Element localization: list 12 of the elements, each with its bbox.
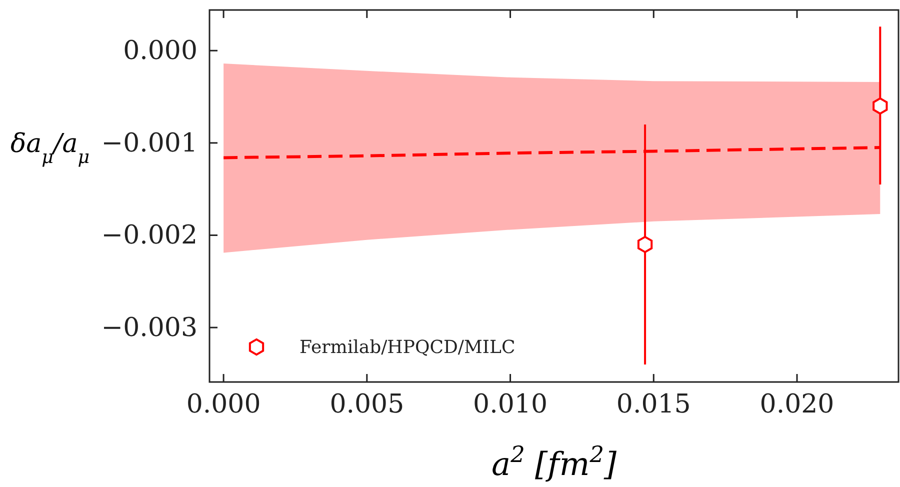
x-tick-label: 0.000	[186, 389, 261, 420]
legend-label: Fermilab/HPQCD/MILC	[300, 337, 516, 358]
y-axis-title: δa$_{μ}$/a$_{μ}$	[10, 129, 90, 168]
y-tick-label: 0.000	[123, 36, 198, 66]
x-tick-label: 0.020	[760, 389, 834, 420]
x-tick-label: 0.015	[616, 389, 691, 420]
x-axis-title: a$^{2}$ [fm$^{2}$]	[492, 442, 617, 483]
x-tick-label: 0.005	[330, 389, 404, 420]
y-tick-label: −0.001	[101, 128, 198, 158]
y-tick-label: −0.002	[101, 220, 198, 251]
x-tick-label: 0.010	[473, 389, 548, 420]
y-tick-label: −0.003	[101, 312, 198, 343]
